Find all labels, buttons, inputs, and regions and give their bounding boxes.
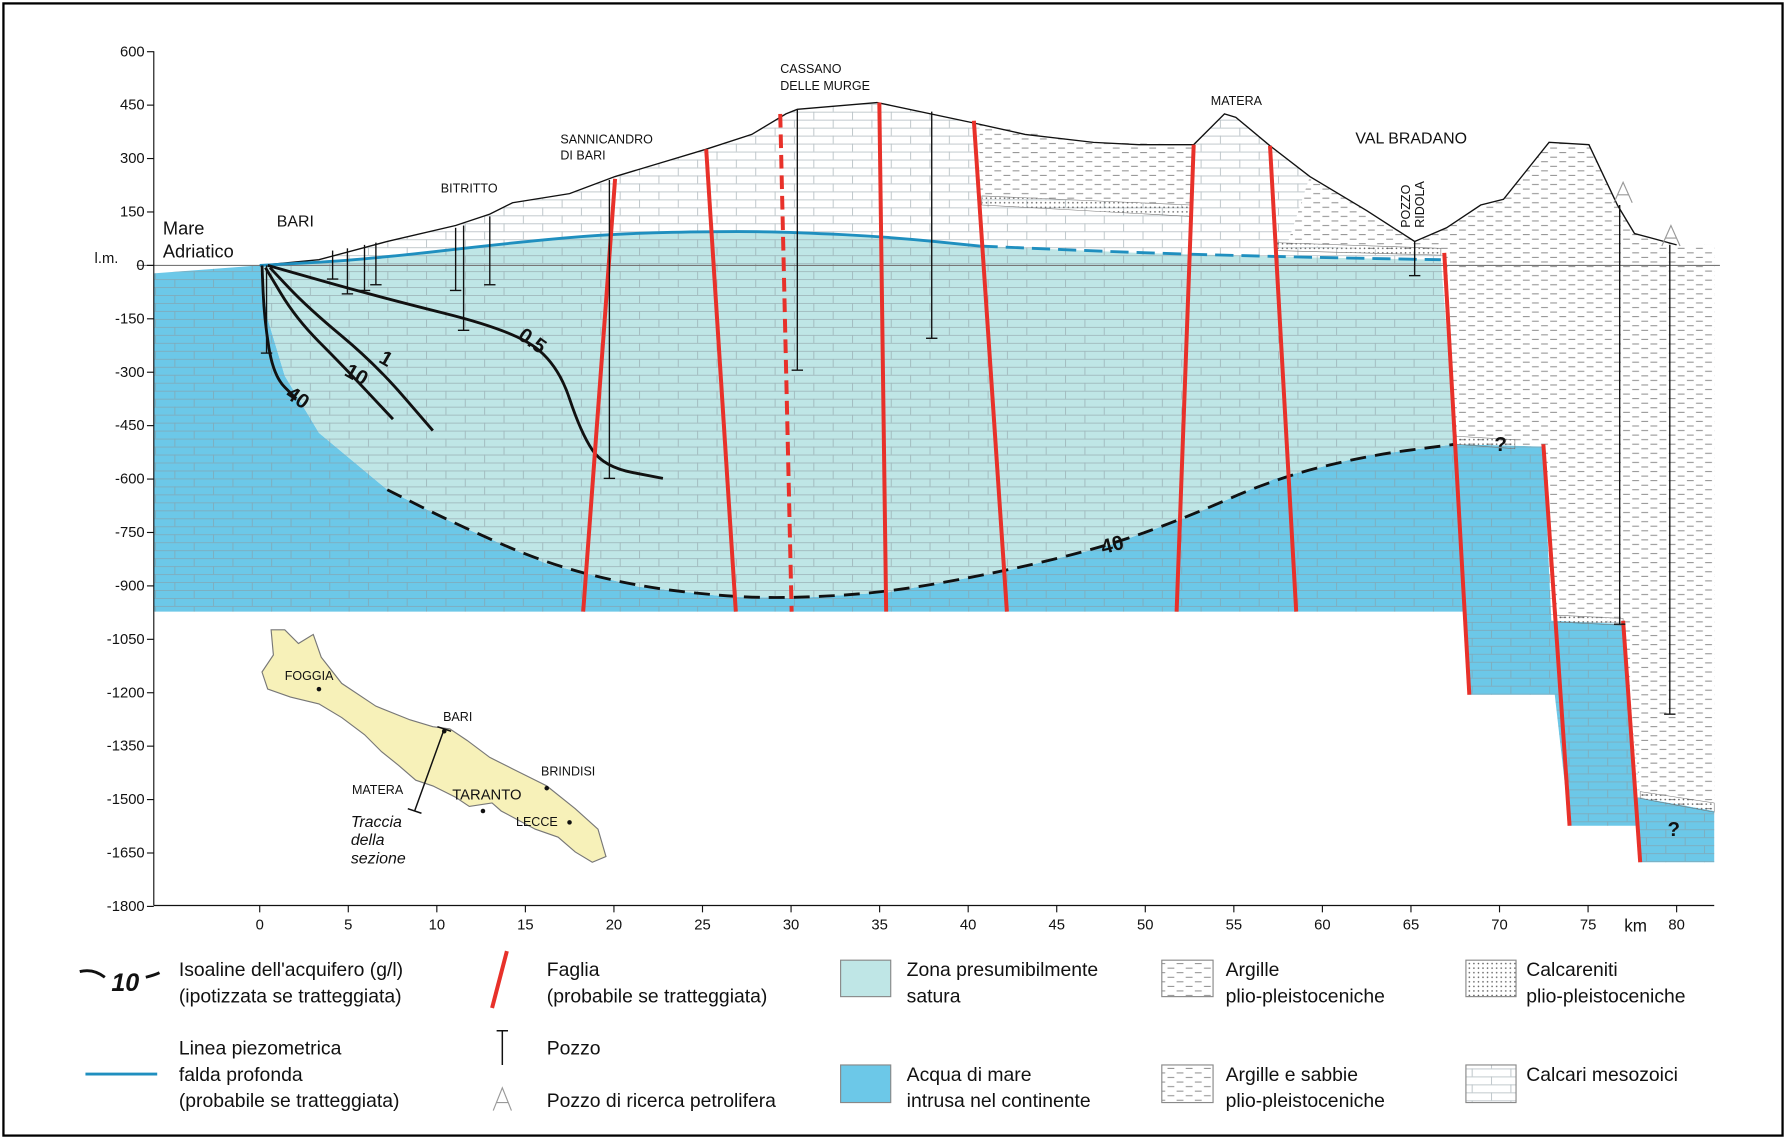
place-label: BITRITTO xyxy=(441,181,498,195)
y-tick-label: 300 xyxy=(120,151,145,167)
x-tick-label: 65 xyxy=(1403,917,1419,933)
x-tick-label: 25 xyxy=(694,917,710,933)
place-label: DI BARI xyxy=(560,148,605,162)
x-tick-label: 5 xyxy=(344,917,352,933)
legend-text: Argille e sabbie xyxy=(1226,1064,1358,1086)
x-tick-label: 20 xyxy=(606,917,622,933)
map-label: LECCE xyxy=(516,815,558,829)
city-dot xyxy=(317,687,322,692)
place-label: RIDOLA xyxy=(1413,181,1427,228)
y-tick-label: -750 xyxy=(115,525,145,541)
legend-fault xyxy=(492,951,507,1008)
map-label: sezione xyxy=(351,850,406,867)
y-tick-label: -1650 xyxy=(107,846,145,862)
drawing: 6004503001500-150-300-450-600-750-900-10… xyxy=(3,3,1782,1135)
y-tick-label: -600 xyxy=(115,472,145,488)
legend-text: (probabile se tratteggiata) xyxy=(547,985,768,1007)
y-tick-label: -900 xyxy=(115,578,145,594)
y-tick-label: -1800 xyxy=(107,899,145,915)
y-tick-label: -1050 xyxy=(107,632,145,648)
x-tick-label: 60 xyxy=(1314,917,1330,933)
oil-well xyxy=(1614,182,1632,203)
legend-text: intrusa nel continente xyxy=(907,1090,1091,1112)
legend-clay xyxy=(1162,960,1213,996)
x-tick-label: 80 xyxy=(1668,917,1684,933)
legend-text: Calcari mesozoici xyxy=(1526,1064,1678,1086)
place-label: Mare xyxy=(163,219,205,239)
legend-text: satura xyxy=(907,985,961,1007)
legend-text: (probabile se tratteggiata) xyxy=(179,1090,400,1112)
question-mark: ? xyxy=(1668,818,1681,841)
y-tick-label: -150 xyxy=(115,311,145,327)
x-tick-label: 40 xyxy=(960,917,976,933)
legend-text: Pozzo xyxy=(547,1038,601,1060)
map-label: MATERA xyxy=(352,783,404,797)
city-dot xyxy=(481,809,486,814)
legend-oil-well xyxy=(493,1088,511,1111)
cross-section: 6004503001500-150-300-450-600-750-900-10… xyxy=(0,0,1786,1139)
place-label: CASSANO xyxy=(780,62,841,76)
legend-text: Calcareniti xyxy=(1526,959,1617,981)
x-tick-label: 45 xyxy=(1048,917,1064,933)
x-tick-label: 35 xyxy=(871,917,887,933)
legend-text: Linea piezometrica xyxy=(179,1038,342,1060)
x-tick-label: 15 xyxy=(517,917,533,933)
x-tick-label: 70 xyxy=(1491,917,1507,933)
place-label: DELLE MURGE xyxy=(780,79,870,93)
x-tick-label: 0 xyxy=(256,917,264,933)
place-label: SANNICANDRO xyxy=(560,133,653,147)
place-label: Adriatico xyxy=(163,241,234,261)
y-tick-label: -1200 xyxy=(107,685,145,701)
x-tick-label: 50 xyxy=(1137,917,1153,933)
map-label: BRINDISI xyxy=(541,765,595,779)
legend-saturated xyxy=(841,960,891,996)
legend-text: Argille xyxy=(1226,959,1280,981)
legend-isoline-symbol: 10 xyxy=(111,969,139,997)
place-label: MATERA xyxy=(1211,94,1263,108)
limestone-sea xyxy=(154,265,260,611)
city-dot xyxy=(442,729,447,734)
x-unit: km xyxy=(1624,917,1647,936)
legend-text: plio-pleistoceniche xyxy=(1526,985,1685,1007)
map-label: della xyxy=(351,832,385,849)
legend-text: Pozzo di ricerca petrolifera xyxy=(547,1090,776,1112)
x-tick-label: 10 xyxy=(429,917,445,933)
map-label: BARI xyxy=(443,710,472,724)
x-tick-label: 30 xyxy=(783,917,799,933)
y-tick-label: 0 xyxy=(136,258,144,274)
legend-text: Isoaline dell'acquifero (g/l) xyxy=(179,959,403,981)
question-mark: ? xyxy=(1494,433,1507,456)
map-label: Traccia xyxy=(351,814,402,831)
place-label: POZZO xyxy=(1399,184,1413,227)
y-tick-label: -1500 xyxy=(107,792,145,808)
map-label: FOGGIA xyxy=(285,669,334,683)
legend-limestone xyxy=(1466,1065,1516,1103)
x-tick-label: 75 xyxy=(1580,917,1596,933)
legend-text: plio-pleistoceniche xyxy=(1226,985,1385,1007)
city-dot xyxy=(567,820,572,825)
y-tick-label: 600 xyxy=(120,44,145,60)
place-label: VAL BRADANO xyxy=(1355,131,1467,148)
y-tick-label: 150 xyxy=(120,205,145,221)
x-tick-label: 55 xyxy=(1226,917,1242,933)
clay-pattern xyxy=(980,123,1194,205)
legend-text: (ipotizzata se tratteggiata) xyxy=(179,985,402,1007)
legend-calcarenite xyxy=(1466,960,1516,996)
map-label: TARANTO xyxy=(452,788,521,804)
legend-text: plio-pleistoceniche xyxy=(1226,1090,1385,1112)
sea-level-label: l.m. xyxy=(95,251,119,267)
legend-text: Acqua di mare xyxy=(907,1064,1032,1086)
y-tick-label: -1350 xyxy=(107,739,145,755)
legend-clay-sand xyxy=(1162,1065,1213,1103)
y-tick-label: -450 xyxy=(115,418,145,434)
legend-well xyxy=(497,1031,508,1065)
y-tick-label: -300 xyxy=(115,365,145,381)
city-dot xyxy=(544,786,549,791)
legend-text: Zona presumibilmente xyxy=(907,959,1099,981)
legend-text: falda profonda xyxy=(179,1064,303,1086)
legend-text: Faglia xyxy=(547,959,600,981)
legend-seawater xyxy=(841,1065,891,1103)
y-tick-label: 450 xyxy=(120,98,145,114)
place-label: BARI xyxy=(277,214,314,231)
